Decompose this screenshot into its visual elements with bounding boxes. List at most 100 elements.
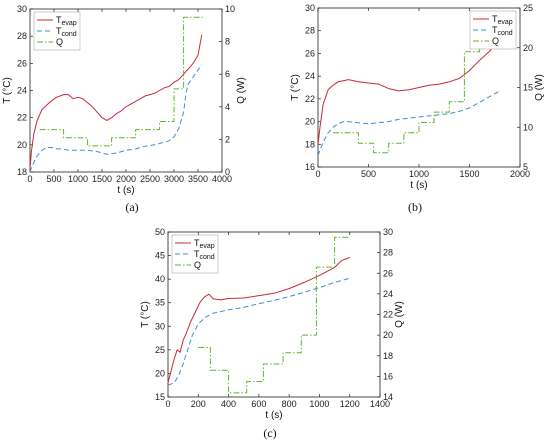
y-right-tick-label: 15 [523,83,533,93]
x-tick-label: 1500 [459,169,479,179]
y-left-tick-label: 20 [155,368,165,378]
legend-entry-base: Q [492,36,499,46]
y-left-tick-label: 26 [17,58,27,68]
legend-entry-subscript: cond [62,31,77,38]
y-left-tick-label: 18 [17,167,27,177]
y-left-axis-label: T (°C) [2,77,13,104]
y-right-tick-label: 16 [383,371,393,381]
x-tick-label: 3000 [164,174,184,184]
legend-entry-cond: Tcond [194,249,215,261]
legend-entry-evap: Tevap [492,14,513,26]
y-right-tick-label: 20 [523,43,533,53]
x-tick-label: 1400 [370,399,390,409]
x-tick-label: 1500 [92,174,112,184]
legend-entry-base: Q [56,37,63,47]
chart-b: 0 500 1000 1500 2000 16 18 20 22 24 26 28 30 5 10 15 20 2… [290,3,545,214]
panel-label: (b) [408,200,422,214]
y-left-tick-label: 50 [155,227,165,237]
y-right-axis-label: Q (W) [534,74,545,101]
y-left-tick-label: 28 [17,31,27,41]
y-left-axis-label: T (°C) [290,74,301,101]
x-tick-label: 1000 [309,399,329,409]
legend-entry-cond: Tcond [56,26,77,38]
chart-c: 0 200 400 600 800 1000 1200 1400 15 20 25 30 35 40 45 5… [140,227,405,440]
y-right-tick-label: 22 [383,310,393,320]
x-axis-label: t (s) [265,410,282,421]
series-line-q [39,16,203,147]
chart-a: 0 500 1000 1500 2000 2500 3000 3500 400018202224… [2,4,247,214]
y-left-tick-label: 15 [155,392,165,402]
legend-entry-subscript: evap [200,243,215,250]
y-left-tick-label: 24 [17,86,27,96]
y-left-tick-label: 16 [305,162,315,172]
y-right-tick-label: 14 [383,392,393,402]
y-left-tick-label: 30 [155,321,165,331]
panel-label: (c) [263,426,276,440]
series-line-evap [167,257,350,384]
x-tick-label: 0 [27,174,32,184]
legend-entry-base: T [492,25,498,35]
y-right-tick-label: 30 [383,227,393,237]
series-line-q [198,236,350,394]
y-left-tick-label: 30 [17,4,27,14]
series-line-cond [167,277,350,386]
legend-entry-base: T [194,238,200,248]
y-right-axis-label: Q (W) [394,301,405,328]
y-left-tick-label: 22 [17,113,27,123]
legend-entry-q: Q [56,37,63,47]
x-tick-label: 1200 [340,399,360,409]
x-tick-label: 2000 [510,169,530,179]
y-left-tick-label: 20 [305,117,315,127]
legend-entry-subscript: cond [200,254,215,261]
legend-entry-q: Q [194,260,201,270]
series-line-evap [317,37,501,145]
legend-entry-evap: Tevap [194,238,215,250]
panel-label: (a) [125,200,138,214]
y-right-tick-label: 10 [523,122,533,132]
legend-entry-q: Q [492,36,499,46]
y-left-tick-label: 24 [305,71,315,81]
legend-entry-subscript: evap [62,20,77,27]
y-right-tick-label: 4 [225,102,230,112]
x-tick-label: 2000 [116,174,136,184]
y-left-tick-label: 40 [155,274,165,284]
x-tick-label: 3500 [188,174,208,184]
x-tick-label: 200 [191,399,206,409]
x-tick-label: 0 [165,399,170,409]
series-line-cond [317,90,501,156]
legend-entry-subscript: cond [498,30,513,37]
y-right-tick-label: 26 [383,268,393,278]
x-axis-label: t (s) [410,180,427,191]
legend-entry-evap: Tevap [56,15,77,27]
legend-entry-base: T [194,249,200,259]
y-right-tick-label: 2 [225,134,230,144]
y-left-tick-label: 35 [155,298,165,308]
y-left-tick-label: 26 [305,48,315,58]
legend-entry-base: T [492,14,498,24]
y-right-tick-label: 6 [225,69,230,79]
y-left-tick-label: 30 [305,3,315,13]
y-right-tick-label: 28 [383,248,393,258]
x-tick-label: 1000 [409,169,429,179]
y-right-tick-label: 0 [225,167,230,177]
x-tick-label: 500 [46,174,61,184]
legend-entry-base: T [56,15,62,25]
legend-entry-base: T [56,26,62,36]
x-tick-label: 400 [221,399,236,409]
series-line-q [333,27,500,154]
series-line-cond [29,64,203,173]
y-right-tick-label: 25 [523,3,533,13]
series-line-evap [29,34,203,170]
x-tick-label: 800 [282,399,297,409]
legend-entry-cond: Tcond [492,25,513,37]
x-tick-label: 500 [361,169,376,179]
y-left-tick-label: 18 [305,139,315,149]
y-right-tick-label: 18 [383,351,393,361]
y-left-axis-label: T (°C) [140,301,151,328]
legend-entry-subscript: evap [498,19,513,26]
x-tick-label: 1000 [68,174,88,184]
y-right-tick-label: 20 [383,330,393,340]
